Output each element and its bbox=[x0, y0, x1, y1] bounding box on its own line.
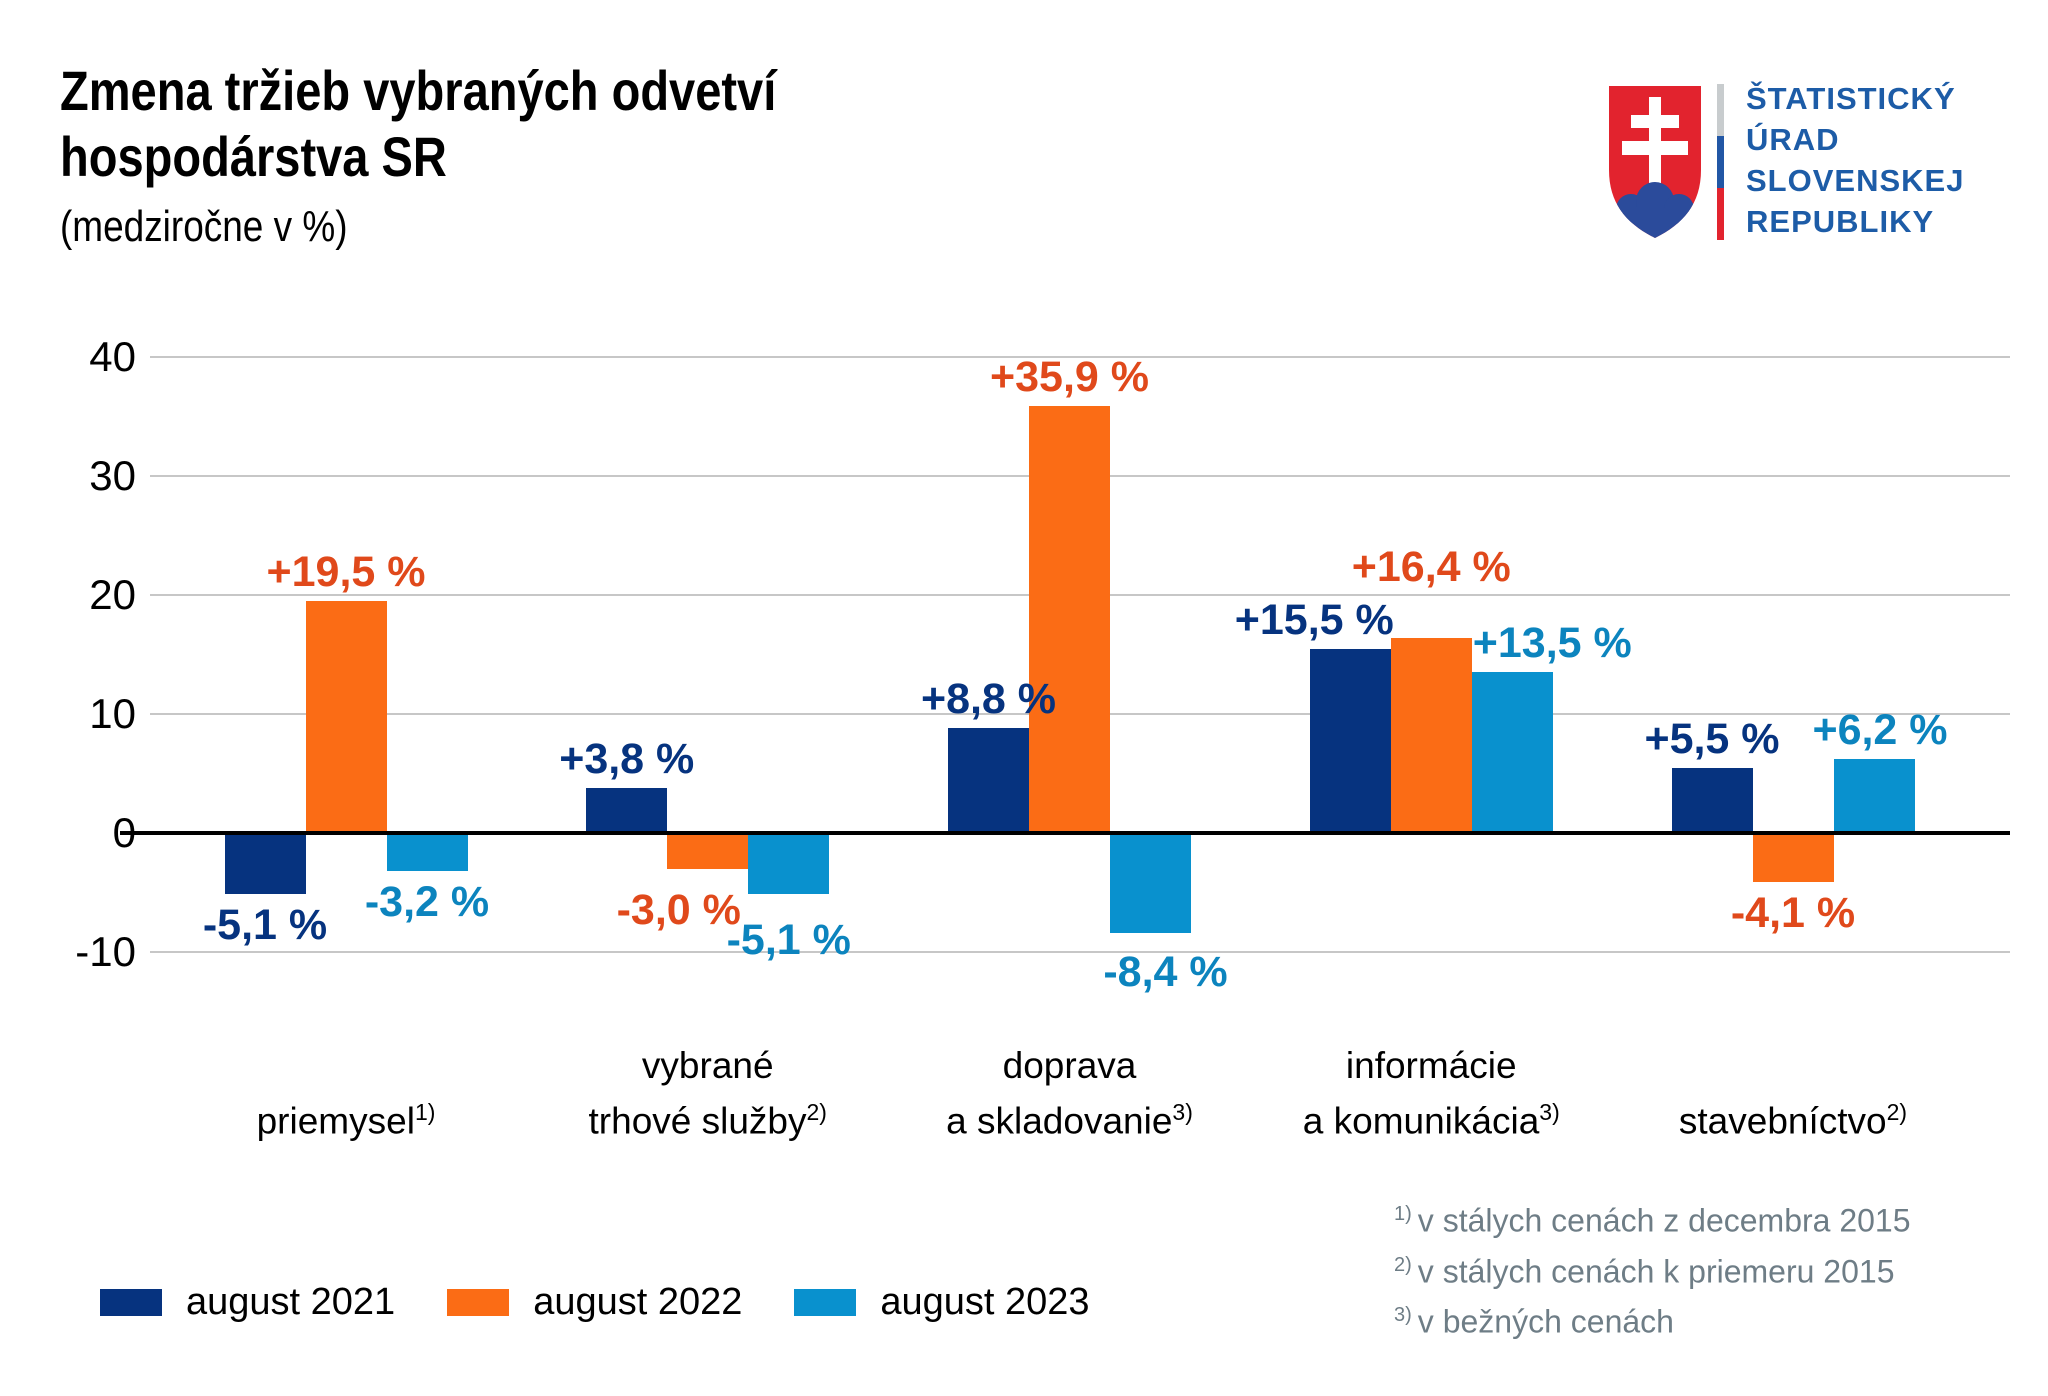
bar-august-2023-2 bbox=[1110, 833, 1191, 933]
bar-august-2023-3 bbox=[1471, 672, 1553, 833]
y-axis-tick-label: 30 bbox=[89, 452, 136, 499]
legend-label: august 2021 bbox=[186, 1280, 396, 1323]
category-label-priemysel: priemysel1) bbox=[86, 1042, 606, 1144]
footnote-mark: 2) bbox=[1394, 1253, 1412, 1276]
category-footnote-mark: 3) bbox=[1172, 1099, 1193, 1125]
x-axis-zero-line bbox=[120, 831, 2010, 835]
bar-value-label: -8,4 % bbox=[1103, 947, 1228, 996]
bar-value-label: -5,1 % bbox=[726, 915, 851, 964]
footnote-text: v stálych cenách k priemeru 2015 bbox=[1417, 1253, 1895, 1290]
footnote-mark: 3) bbox=[1394, 1304, 1412, 1327]
bar-value-label: +15,5 % bbox=[1234, 595, 1394, 644]
category-label-line2: trhové služby2) bbox=[588, 1099, 827, 1142]
bar-august-2021-0 bbox=[224, 833, 306, 894]
title-block: Zmena tržieb vybraných odvetví hospodárs… bbox=[60, 58, 776, 254]
gridline-40 bbox=[150, 356, 2010, 358]
bar-august-2022-2 bbox=[1029, 405, 1110, 833]
chart-legend: august 2021 august 2022 august 2023 bbox=[100, 1276, 1090, 1328]
bar-value-label: +19,5 % bbox=[266, 547, 426, 596]
bar-value-label: +3,8 % bbox=[559, 734, 695, 783]
category-footnote-mark: 2) bbox=[806, 1099, 827, 1125]
bar-value-label: -3,2 % bbox=[364, 878, 490, 927]
bar-value-label: +16,4 % bbox=[1351, 542, 1511, 591]
category-label-line1: informácie bbox=[1345, 1045, 1517, 1086]
legend-label: august 2022 bbox=[533, 1280, 743, 1323]
slovak-coat-of-arms-icon bbox=[1609, 86, 1701, 238]
y-axis-tick-label: 40 bbox=[89, 333, 136, 380]
legend-label: august 2023 bbox=[880, 1280, 1090, 1323]
gridline--10 bbox=[150, 951, 2010, 953]
bar-value-label: +13,5 % bbox=[1472, 619, 1632, 668]
statistical-office-logo: ŠTATISTICKÝ ÚRAD SLOVENSKEJ REPUBLIKY bbox=[1605, 78, 2025, 248]
footnote-text: v stálych cenách z decembra 2015 bbox=[1417, 1202, 1911, 1239]
logo-org-line: REPUBLIKY bbox=[1746, 204, 1935, 239]
bar-august-2021-3 bbox=[1309, 648, 1391, 833]
legend-item-august-2022: august 2022 bbox=[447, 1281, 742, 1324]
category-label-line2: a komunikácia3) bbox=[1302, 1099, 1560, 1142]
y-axis-tick-label: 20 bbox=[89, 571, 136, 618]
bar-august-2022-1 bbox=[667, 833, 749, 869]
legend-item-august-2021: august 2021 bbox=[100, 1281, 395, 1324]
category-label-a-skladovanie: doprava a skladovanie3) bbox=[810, 1042, 1330, 1144]
footnote-3: 3) v bežných cenách bbox=[1394, 1293, 1911, 1344]
category-label-line1 bbox=[1533, 1042, 2048, 1089]
legend-swatch-orange bbox=[447, 1288, 510, 1316]
bar-value-label: +8,8 % bbox=[920, 675, 1057, 724]
page-title-line2: hospodárstva SR bbox=[60, 125, 447, 188]
y-axis-tick-label: -10 bbox=[75, 928, 136, 975]
logo-org-line: SLOVENSKEJ bbox=[1746, 163, 1965, 198]
bar-value-label: -4,1 % bbox=[1730, 888, 1856, 937]
bar-august-2021-4 bbox=[1671, 767, 1753, 833]
category-footnote-mark: 3) bbox=[1539, 1099, 1560, 1125]
logo-divider-blue bbox=[1717, 136, 1724, 188]
logo-org-line: ÚRAD bbox=[1746, 122, 1840, 157]
category-footnote-mark: 2) bbox=[1886, 1099, 1908, 1125]
category-label-line1: doprava bbox=[1002, 1045, 1137, 1086]
category-label-a-komunikácia: informácie a komunikácia3) bbox=[1171, 1042, 1691, 1144]
bar-value-label: +35,9 % bbox=[990, 352, 1149, 401]
legend-item-august-2023: august 2023 bbox=[794, 1280, 1090, 1324]
footnotes: 1) v stálych cenách z decembra 2015 2) v s… bbox=[1394, 1192, 1911, 1344]
category-label-line2: stavebníctvo2) bbox=[1678, 1099, 1908, 1142]
category-label-line1: vybrané bbox=[641, 1045, 774, 1086]
bar-august-2022-0 bbox=[305, 600, 387, 833]
footnote-1: 1) v stálych cenách z decembra 2015 bbox=[1394, 1192, 1911, 1243]
bar-august-2021-1 bbox=[586, 787, 668, 833]
category-label-line2: priemysel1) bbox=[256, 1099, 436, 1142]
logo-divider-gray bbox=[1717, 84, 1724, 136]
bar-value-label: +5,5 % bbox=[1644, 714, 1780, 763]
footnote-text: v bežných cenách bbox=[1417, 1303, 1674, 1340]
page-subtitle: (medziročne v %) bbox=[60, 202, 348, 251]
bar-august-2023-0 bbox=[386, 833, 468, 872]
logo-divider bbox=[1717, 84, 1724, 240]
bar-august-2022-4 bbox=[1752, 833, 1834, 882]
category-label-line2: a skladovanie3) bbox=[946, 1099, 1193, 1142]
legend-swatch-navy bbox=[100, 1288, 162, 1316]
category-label-trhové-služby: vybrané trhové služby2) bbox=[448, 1042, 968, 1144]
logo-org-name: ŠTATISTICKÝ ÚRAD SLOVENSKEJ REPUBLIKY bbox=[1746, 78, 1964, 242]
bar-value-label: +6,2 % bbox=[1812, 706, 1948, 755]
category-label-stavebníctvo: stavebníctvo2) bbox=[1533, 1042, 2048, 1144]
y-axis-tick-label: 10 bbox=[89, 690, 136, 737]
logo-divider-red bbox=[1717, 188, 1724, 240]
legend-swatch-lightblue bbox=[794, 1288, 857, 1316]
bar-august-2023-4 bbox=[1833, 759, 1915, 833]
bar-august-2023-1 bbox=[748, 833, 830, 894]
bar-august-2022-3 bbox=[1390, 637, 1472, 833]
logo-org-line: ŠTATISTICKÝ bbox=[1746, 81, 1956, 116]
bar-august-2021-2 bbox=[948, 728, 1029, 833]
category-footnote-mark: 1) bbox=[414, 1099, 436, 1125]
footnote-2: 2) v stálych cenách k priemeru 2015 bbox=[1394, 1243, 1911, 1294]
footnote-mark: 1) bbox=[1394, 1203, 1412, 1225]
bar-value-label: -3,0 % bbox=[616, 885, 741, 934]
page-title-line1: Zmena tržieb vybraných odvetví bbox=[60, 59, 777, 122]
bar-value-label: -5,1 % bbox=[202, 900, 328, 949]
